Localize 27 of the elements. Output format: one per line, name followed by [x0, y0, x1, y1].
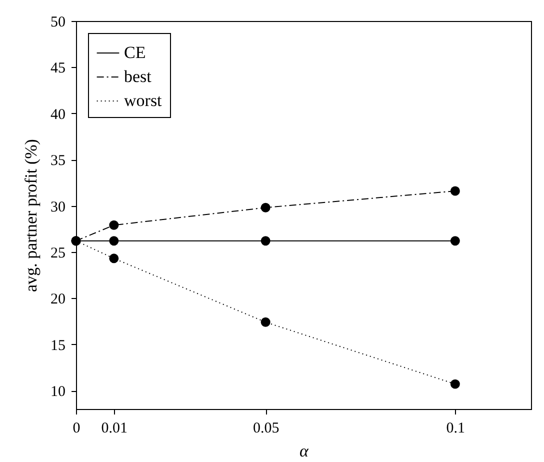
- point: [260, 317, 270, 327]
- point: [450, 186, 460, 196]
- point: [260, 236, 270, 246]
- y-tick-label: 50: [50, 14, 66, 30]
- x-tick-label: 0.01: [101, 420, 128, 436]
- point: [260, 202, 270, 212]
- x-tick-label: 0: [72, 420, 80, 436]
- y-axis-title: avg. partner profit (%): [22, 139, 40, 292]
- legend-label: worst: [124, 91, 162, 110]
- y-tick-label: 15: [50, 338, 66, 354]
- point: [109, 254, 119, 264]
- y-tick-label: 30: [50, 199, 66, 216]
- x-tick-label: 0.05: [252, 420, 280, 436]
- x-axis-title: α: [300, 442, 310, 460]
- y-tick-label: 20: [50, 292, 66, 308]
- legend-label: CE: [124, 43, 146, 62]
- point: [109, 236, 119, 246]
- x-tick-label: 0.1: [446, 420, 466, 436]
- y-tick-label: 10: [50, 384, 66, 400]
- point: [109, 220, 119, 230]
- y-tick-label: 35: [50, 153, 66, 170]
- y-tick-label: 45: [50, 60, 66, 77]
- legend-label: best: [124, 67, 152, 86]
- y-tick-label: 40: [50, 106, 66, 123]
- point: [450, 379, 460, 389]
- point: [450, 236, 460, 246]
- y-tick-label: 25: [50, 245, 66, 262]
